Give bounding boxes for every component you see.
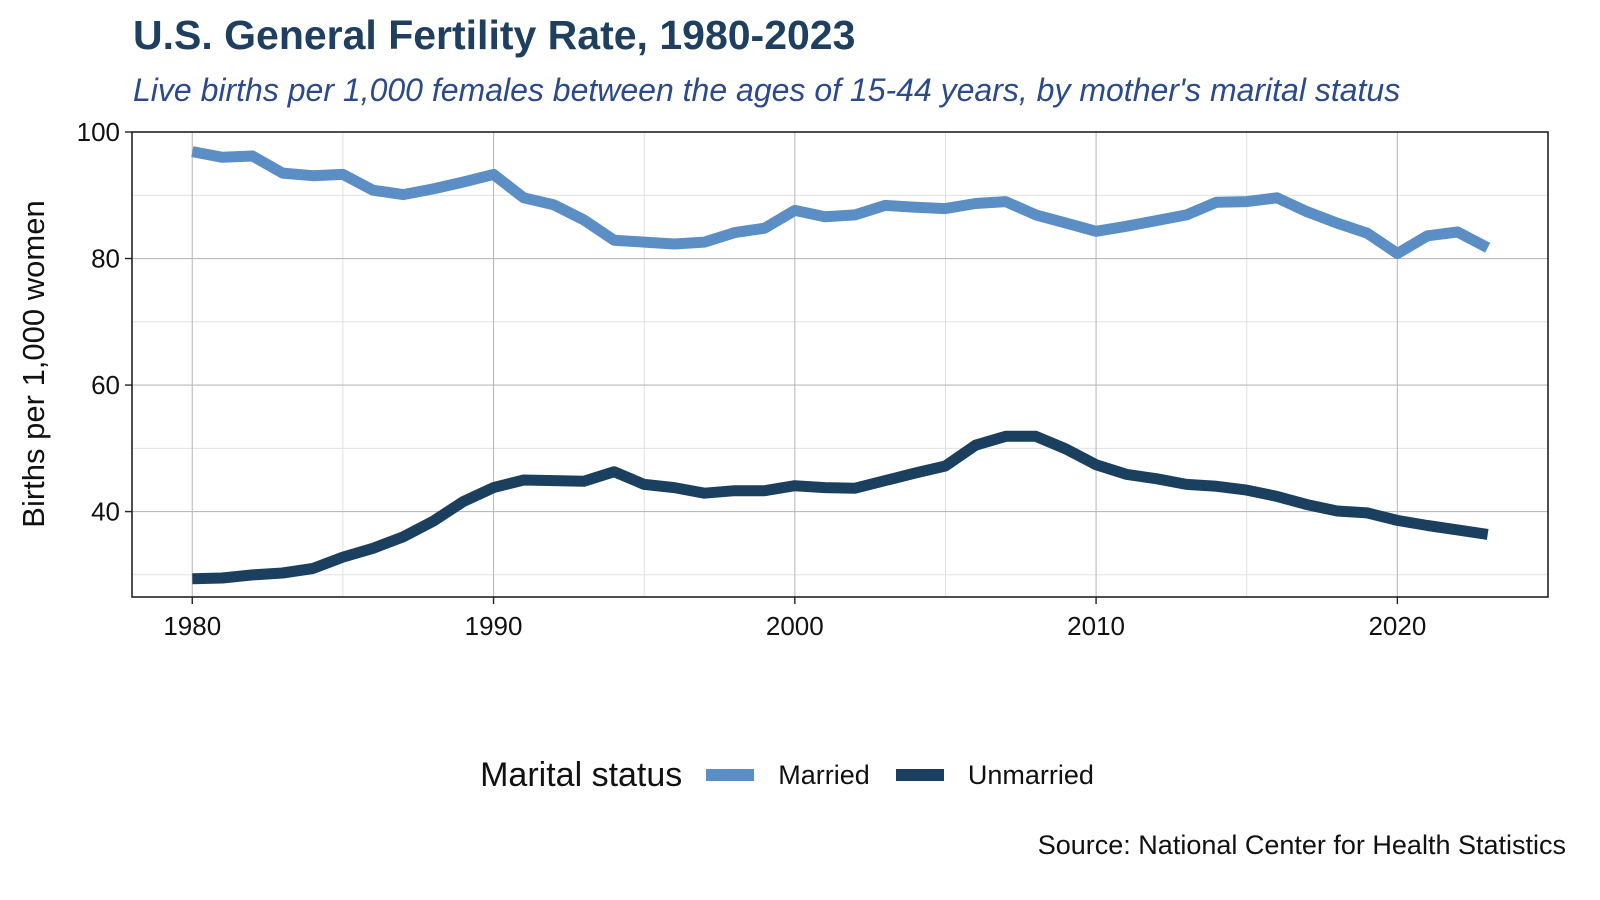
legend-key-unmarried (895, 769, 944, 781)
x-tick-label: 2000 (766, 611, 824, 641)
x-tick-label: 1980 (163, 611, 221, 641)
y-tick-label: 80 (91, 244, 120, 274)
chart-title: U.S. General Fertility Rate, 1980-2023 (133, 12, 856, 58)
x-tick-label: 2020 (1368, 611, 1426, 641)
axis-ticks: 40 60 80 100 1980 1990 2000 2010 2020 (77, 117, 1427, 641)
x-tick-label: 2010 (1067, 611, 1125, 641)
y-tick-label: 40 (91, 497, 120, 527)
x-tick-label: 1990 (465, 611, 523, 641)
legend-title: Marital status (480, 755, 683, 794)
y-axis-title: Births per 1,000 women (16, 200, 51, 527)
series-lines (191, 146, 1491, 585)
legend-item-unmarried: Unmarried (895, 759, 1094, 791)
chart-subtitle: Live births per 1,000 females between th… (133, 72, 1401, 108)
grid-lines (132, 131, 1548, 597)
legend-key-married (706, 769, 755, 781)
legend-item-married: Married (706, 760, 870, 791)
legend-label-unmarried: Unmarried (967, 759, 1094, 790)
y-tick-label: 100 (77, 117, 120, 147)
legend-label-married: Married (778, 759, 870, 790)
plot-panel-border (131, 131, 1549, 598)
source-note: Source: National Center for Health Stati… (1037, 830, 1566, 860)
series-line-unmarried (192, 430, 1489, 585)
y-tick-label: 60 (91, 370, 120, 400)
series-line-married (191, 146, 1491, 259)
legend: Marital status Married Unmarried (0, 745, 1600, 805)
